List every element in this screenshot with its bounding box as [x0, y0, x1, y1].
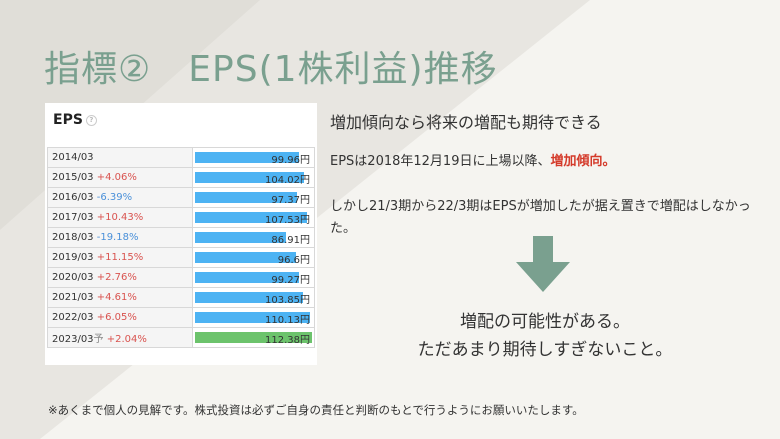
eps-value-cell: 107.53円: [192, 207, 315, 228]
eps-bar: [195, 232, 286, 243]
eps-value-cell: 97.37円: [192, 187, 315, 208]
eps-value: 107.53円: [265, 215, 310, 226]
eps-change: +6.05%: [93, 312, 137, 323]
eps-change: +2.04%: [103, 334, 147, 345]
eps-year: 2019/03: [52, 252, 94, 263]
eps-year-cell: 2022/03 +6.05%: [47, 307, 193, 328]
eps-change: +4.06%: [93, 172, 137, 183]
conclusion-line-1: 増配の可能性がある。: [460, 312, 630, 332]
eps-year: 2018/03: [52, 232, 94, 243]
eps-value-cell: 112.38円: [192, 327, 315, 348]
down-arrow-icon: [516, 236, 570, 292]
eps-year: 2023/03: [52, 334, 94, 345]
eps-row: 2018/03 -19.18% 86.91円: [47, 227, 315, 248]
eps-value-cell: 103.85円: [192, 287, 315, 308]
eps-row: 2023/03予 +2.04% 112.38円: [47, 327, 315, 348]
eps-year-cell: 2016/03 -6.39%: [47, 187, 193, 208]
eps-row: 2022/03 +6.05% 110.13円: [47, 307, 315, 328]
eps-change: +4.61%: [93, 292, 137, 303]
eps-value: 86.91円: [271, 235, 310, 246]
eps-row: 2020/03 +2.76% 99.27円: [47, 267, 315, 288]
eps-year-cell: 2020/03 +2.76%: [47, 267, 193, 288]
eps-bar: [195, 292, 303, 303]
eps-table-label: EPS?: [53, 112, 97, 128]
eps-bar: [195, 192, 297, 203]
eps-year-cell: 2019/03 +11.15%: [47, 247, 193, 268]
eps-change: +2.76%: [93, 272, 137, 283]
disclaimer-footnote: ※あくまで個人の見解です。株式投資は必ずご自身の責任と判断のもとで行うようにお願…: [48, 403, 584, 417]
eps-value: 110.13円: [265, 315, 310, 326]
eps-value: 112.38円: [265, 335, 310, 346]
eps-year-cell: 2023/03予 +2.04%: [47, 327, 193, 348]
eps-value: 104.02円: [265, 175, 310, 186]
eps-value: 96.6円: [277, 255, 310, 266]
help-icon[interactable]: ?: [85, 114, 97, 126]
eps-row: 2017/03 +10.43% 107.53円: [47, 207, 315, 228]
eps-value-cell: 86.91円: [192, 227, 315, 248]
heading-text: 増加傾向なら将来の増配も期待できる: [330, 113, 602, 132]
eps-change: -6.39%: [93, 192, 133, 203]
trend-highlight: 増加傾向。: [550, 154, 616, 169]
eps-row: 2014/03 99.96円: [47, 147, 315, 168]
eps-value: 99.96円: [271, 155, 310, 166]
eps-year: 2022/03: [52, 312, 94, 323]
eps-change: -19.18%: [93, 232, 139, 243]
conclusion-text: 増配の可能性がある。 ただあまり期待しすぎないこと。: [380, 308, 710, 364]
trend-text: EPSは2018年12月19日に上場以降、増加傾向。: [330, 154, 616, 169]
eps-change: +10.43%: [93, 212, 144, 223]
eps-row: 2016/03 -6.39% 97.37円: [47, 187, 315, 208]
eps-year-cell: 2015/03 +4.06%: [47, 167, 193, 188]
eps-value: 99.27円: [271, 275, 310, 286]
eps-value-cell: 110.13円: [192, 307, 315, 328]
eps-year: 2016/03: [52, 192, 94, 203]
eps-bar: [195, 212, 307, 223]
eps-change: +11.15%: [93, 252, 144, 263]
eps-table: 2014/03 99.96円 2015/03 +4.06% 104.02円 2016/0…: [47, 147, 315, 348]
eps-row: 2019/03 +11.15% 96.6円: [47, 247, 315, 268]
eps-bar: [195, 272, 299, 283]
eps-bar: [195, 332, 312, 343]
eps-year-cell: 2017/03 +10.43%: [47, 207, 193, 228]
eps-row: 2015/03 +4.06% 104.02円: [47, 167, 315, 188]
eps-year-cell: 2014/03: [47, 147, 193, 168]
eps-bar: [195, 172, 304, 183]
eps-year-cell: 2018/03 -19.18%: [47, 227, 193, 248]
forecast-mark: 予: [93, 334, 104, 345]
eps-value-cell: 99.27円: [192, 267, 315, 288]
eps-row: 2021/03 +4.61% 103.85円: [47, 287, 315, 308]
eps-bar: [195, 252, 296, 263]
eps-bar: [195, 312, 310, 323]
eps-value-cell: 96.6円: [192, 247, 315, 268]
eps-bar: [195, 152, 299, 163]
eps-table-card: EPS? 2014/03 99.96円 2015/03 +4.06% 104.02円 2…: [45, 103, 317, 365]
eps-value-cell: 99.96円: [192, 147, 315, 168]
eps-year: 2021/03: [52, 292, 94, 303]
dividend-note-text: しかし21/3期から22/3期はEPSが増加したが据え置きで増配はしなかった。: [330, 199, 751, 236]
eps-year: 2017/03: [52, 212, 94, 223]
eps-year-cell: 2021/03 +4.61%: [47, 287, 193, 308]
eps-value: 103.85円: [265, 295, 310, 306]
eps-year: 2014/03: [52, 152, 94, 163]
eps-year: 2015/03: [52, 172, 94, 183]
conclusion-line-2: ただあまり期待しすぎないこと。: [417, 340, 673, 360]
eps-year: 2020/03: [52, 272, 94, 283]
eps-value-cell: 104.02円: [192, 167, 315, 188]
page-title: 指標② EPS(1株利益)推移: [44, 49, 498, 90]
eps-value: 97.37円: [271, 195, 310, 206]
